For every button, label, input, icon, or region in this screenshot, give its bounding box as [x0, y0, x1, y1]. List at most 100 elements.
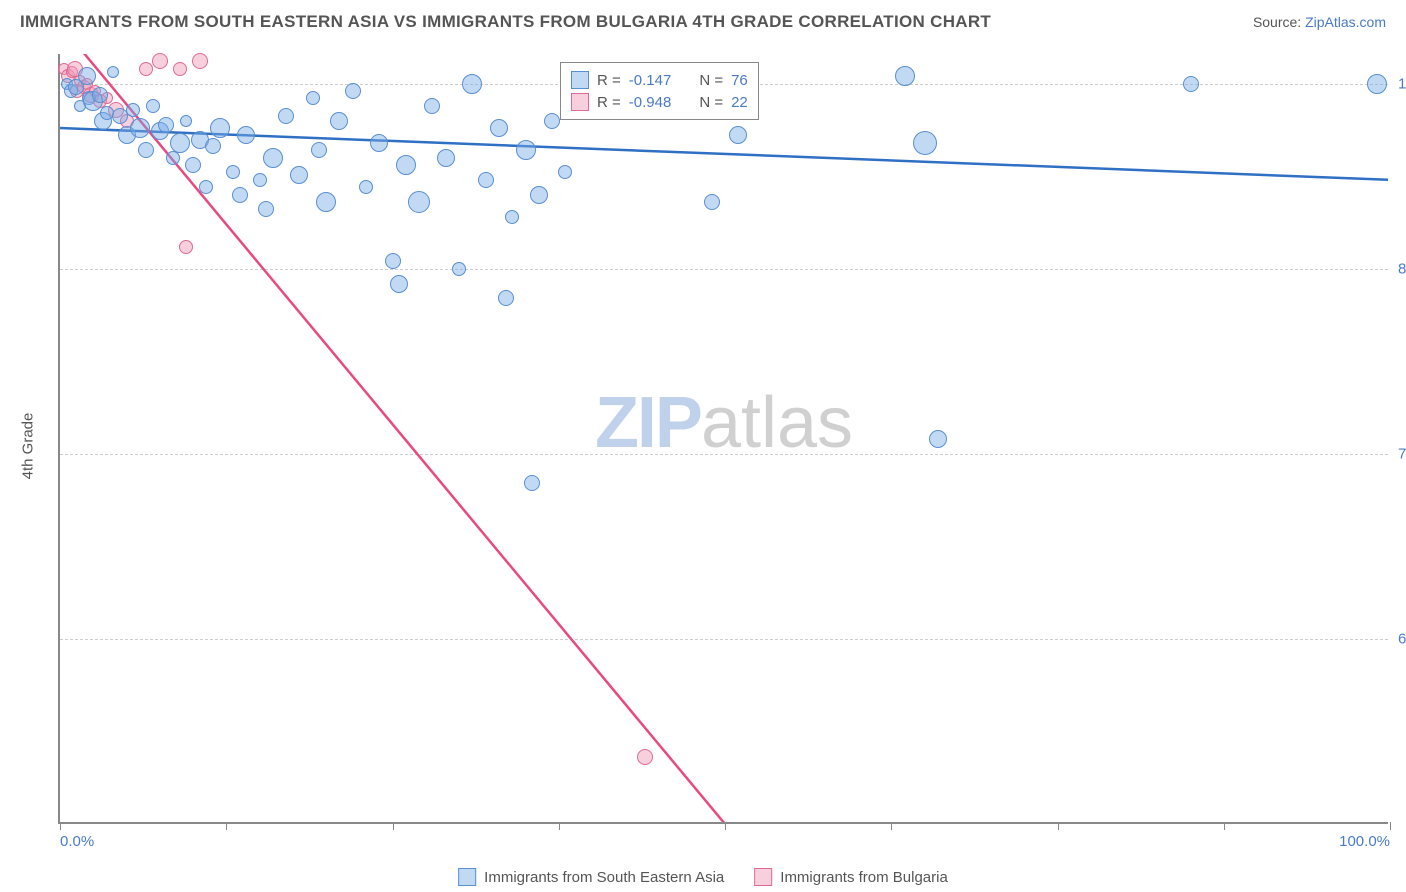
data-point-blue [253, 173, 267, 187]
source-link[interactable]: ZipAtlas.com [1305, 14, 1386, 30]
n-label: N = [699, 72, 723, 89]
gridline [60, 454, 1388, 455]
y-axis-label: 4th Grade [20, 413, 37, 480]
data-point-blue [237, 126, 255, 144]
data-point-blue [146, 99, 160, 113]
legend-label-blue: Immigrants from South Eastern Asia [484, 869, 724, 886]
xtick [725, 822, 726, 830]
data-point-blue [462, 74, 482, 94]
xtick [393, 822, 394, 830]
data-point-blue [345, 83, 361, 99]
source-label: Source: [1253, 14, 1305, 30]
data-point-blue [126, 103, 140, 117]
series-legend: Immigrants from South Eastern Asia Immig… [458, 868, 948, 886]
data-point-blue [226, 165, 240, 179]
xtick [1058, 822, 1059, 830]
data-point-blue [437, 149, 455, 167]
legend-label-pink: Immigrants from Bulgaria [780, 869, 948, 886]
legend-swatch-pink-2 [754, 868, 772, 886]
data-point-blue [729, 126, 747, 144]
data-point-blue [524, 475, 540, 491]
xtick [226, 822, 227, 830]
data-point-blue [330, 112, 348, 130]
data-point-blue [558, 165, 572, 179]
data-point-blue [278, 108, 294, 124]
data-point-blue [390, 275, 408, 293]
chart-plot-area: 62.5%75.0%87.5%100.0%0.0%100.0% ZIPatlas… [58, 54, 1388, 824]
data-point-blue [1367, 74, 1387, 94]
data-point-blue [158, 117, 174, 133]
xtick-label: 0.0% [60, 833, 94, 850]
data-point-blue [78, 67, 96, 85]
plot-canvas: 62.5%75.0%87.5%100.0%0.0%100.0% [60, 54, 1388, 822]
xtick [1224, 822, 1225, 830]
ytick-label: 87.5% [1398, 260, 1406, 277]
data-point-blue [396, 155, 416, 175]
data-point-blue [258, 201, 274, 217]
data-point-blue [306, 91, 320, 105]
r-label-2: R = [597, 94, 621, 111]
chart-title: IMMIGRANTS FROM SOUTH EASTERN ASIA VS IM… [20, 12, 991, 32]
data-point-blue [170, 133, 190, 153]
data-point-blue [359, 180, 373, 194]
data-point-blue [290, 166, 308, 184]
data-point-blue [498, 290, 514, 306]
data-point-blue [199, 180, 213, 194]
chart-header: IMMIGRANTS FROM SOUTH EASTERN ASIA VS IM… [0, 0, 1406, 40]
data-point-blue [130, 118, 150, 138]
data-point-blue [1183, 76, 1199, 92]
data-point-blue [704, 194, 720, 210]
data-point-blue [370, 134, 388, 152]
xtick [559, 822, 560, 830]
trendline-pink [60, 54, 725, 822]
legend-swatch-blue-2 [458, 868, 476, 886]
data-point-blue [895, 66, 915, 86]
data-point-blue [516, 140, 536, 160]
xtick [1390, 822, 1391, 830]
ytick-label: 75.0% [1398, 445, 1406, 462]
data-point-pink [192, 53, 208, 69]
data-point-blue [544, 113, 560, 129]
data-point-pink [173, 62, 187, 76]
ytick-label: 100.0% [1398, 75, 1406, 92]
data-point-blue [505, 210, 519, 224]
n-label-2: N = [699, 94, 723, 111]
r-value-blue: -0.147 [629, 72, 672, 89]
data-point-blue [913, 131, 937, 155]
n-value-pink: 22 [731, 94, 748, 111]
data-point-blue [385, 253, 401, 269]
data-point-blue [263, 148, 283, 168]
data-point-blue [530, 186, 548, 204]
data-point-blue [452, 262, 466, 276]
data-point-blue [478, 172, 494, 188]
legend-item-blue: Immigrants from South Eastern Asia [458, 868, 724, 886]
data-point-blue [929, 430, 947, 448]
legend-swatch-pink [571, 93, 589, 111]
data-point-blue [232, 187, 248, 203]
data-point-blue [311, 142, 327, 158]
xtick-label: 100.0% [1339, 833, 1390, 850]
xtick [891, 822, 892, 830]
trendlines-svg [60, 54, 1388, 822]
r-value-pink: -0.948 [629, 94, 672, 111]
legend-row-blue: R = -0.147 N = 76 [571, 69, 748, 91]
data-point-blue [205, 138, 221, 154]
data-point-blue [180, 115, 192, 127]
legend-row-pink: R = -0.948 N = 22 [571, 91, 748, 113]
gridline [60, 269, 1388, 270]
data-point-blue [92, 87, 108, 103]
source-attribution: Source: ZipAtlas.com [1253, 14, 1386, 30]
data-point-blue [138, 142, 154, 158]
data-point-pink [152, 53, 168, 69]
data-point-blue [107, 66, 119, 78]
legend-item-pink: Immigrants from Bulgaria [754, 868, 948, 886]
r-label: R = [597, 72, 621, 89]
gridline [60, 639, 1388, 640]
data-point-blue [210, 118, 230, 138]
data-point-blue [424, 98, 440, 114]
legend-swatch-blue [571, 71, 589, 89]
data-point-blue [490, 119, 508, 137]
ytick-label: 62.5% [1398, 630, 1406, 647]
data-point-pink [179, 240, 193, 254]
data-point-blue [185, 157, 201, 173]
